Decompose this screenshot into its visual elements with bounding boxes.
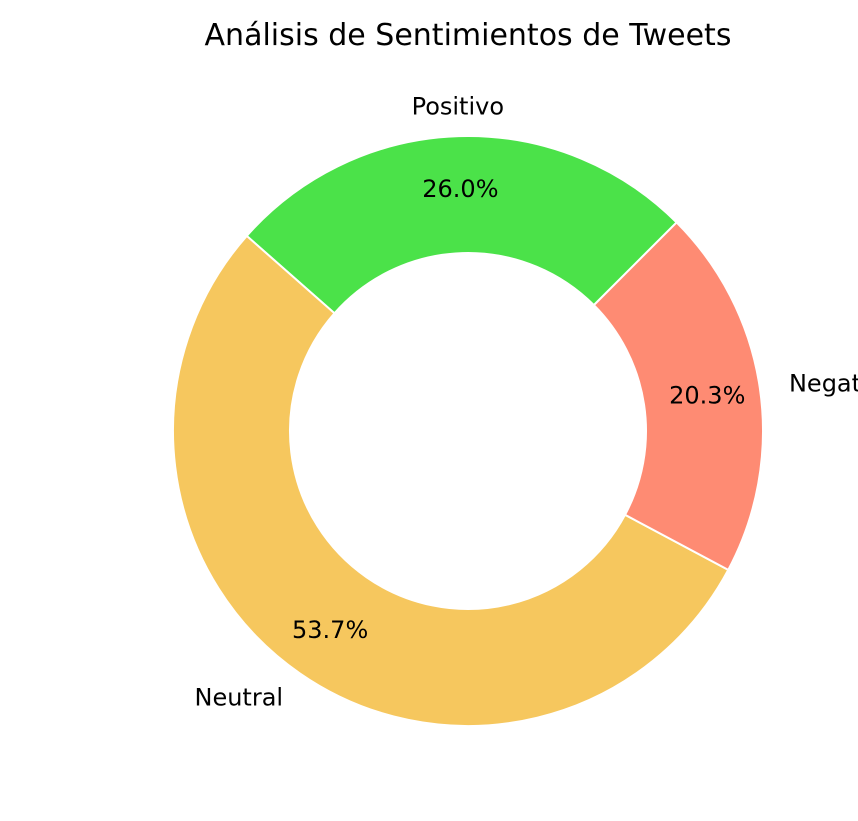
category-label-positivo: Positivo [412,93,504,121]
percent-label-neutral: 53.7% [292,616,368,644]
category-label-neutral: Neutral [194,684,283,712]
category-label-negativo: Negativo [789,369,858,397]
percent-label-negativo: 20.3% [669,381,745,409]
percent-label-positivo: 26.0% [422,175,498,203]
chart-title: Análisis de Sentimientos de Tweets [205,18,732,53]
donut-slices [173,136,763,726]
